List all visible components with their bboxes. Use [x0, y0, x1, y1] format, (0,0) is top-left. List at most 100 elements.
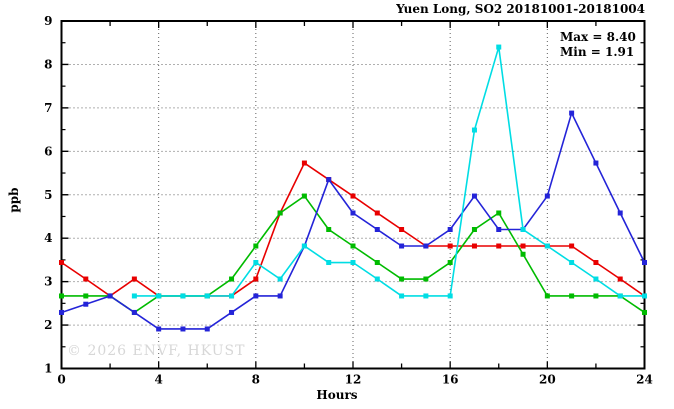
marker-day-20181003 — [423, 243, 429, 249]
marker-day-20181003 — [617, 210, 623, 216]
chart-title: Yuen Long, SO2 20181001-20181004 — [396, 2, 645, 16]
marker-day-20181002 — [326, 227, 332, 232]
marker-day-20181003 — [642, 260, 647, 266]
marker-day-20181004 — [301, 243, 307, 249]
x-tick-label: 0 — [57, 373, 65, 387]
marker-day-20181002 — [253, 243, 259, 249]
marker-day-20181004 — [496, 44, 502, 50]
marker-day-20181003 — [569, 110, 575, 116]
marker-day-20181001 — [471, 243, 477, 249]
marker-day-20181002 — [520, 251, 526, 257]
marker-day-20181001 — [593, 260, 599, 266]
y-tick-label: 2 — [44, 318, 52, 332]
marker-day-20181004 — [156, 293, 162, 299]
marker-day-20181004 — [569, 260, 575, 266]
x-axis-label: Hours — [316, 388, 358, 402]
marker-day-20181004 — [277, 276, 283, 282]
marker-day-20181002 — [471, 227, 477, 232]
marker-day-20181002 — [229, 276, 235, 282]
marker-day-20181004 — [326, 260, 332, 266]
y-tick-label: 6 — [44, 144, 52, 158]
legend-max-value: Max = 8.40 — [560, 30, 636, 44]
marker-day-20181002 — [59, 293, 64, 299]
marker-day-20181003 — [131, 309, 137, 315]
marker-day-20181004 — [204, 293, 210, 299]
marker-day-20181004 — [642, 293, 647, 299]
y-axis-label: ppb — [7, 187, 21, 213]
marker-day-20181004 — [423, 293, 429, 299]
marker-day-20181002 — [350, 243, 356, 249]
marker-day-20181001 — [301, 160, 307, 166]
marker-day-20181003 — [399, 243, 405, 249]
marker-day-20181004 — [374, 276, 380, 282]
marker-day-20181002 — [83, 293, 89, 299]
marker-day-20181003 — [156, 326, 162, 332]
marker-day-20181004 — [471, 127, 477, 133]
marker-day-20181004 — [544, 243, 550, 249]
marker-day-20181002 — [544, 293, 550, 299]
marker-day-20181004 — [447, 293, 453, 299]
x-tick-label: 24 — [636, 373, 653, 387]
marker-day-20181004 — [350, 260, 356, 266]
marker-day-20181002 — [423, 276, 429, 282]
marker-day-20181001 — [131, 276, 137, 282]
marker-day-20181003 — [496, 227, 502, 232]
marker-day-20181004 — [229, 293, 235, 299]
marker-day-20181003 — [277, 293, 283, 299]
x-tick-label: 4 — [154, 373, 162, 387]
marker-day-20181004 — [520, 227, 526, 232]
y-tick-label: 9 — [44, 14, 52, 28]
marker-day-20181002 — [642, 309, 647, 315]
marker-day-20181001 — [496, 243, 502, 249]
x-tick-label: 12 — [345, 373, 362, 387]
y-tick-label: 5 — [44, 188, 52, 202]
marker-day-20181001 — [447, 243, 453, 249]
x-tick-label: 20 — [539, 373, 556, 387]
marker-day-20181003 — [180, 326, 186, 332]
plot-border — [60, 20, 646, 370]
marker-day-20181001 — [569, 243, 575, 249]
marker-day-20181004 — [617, 293, 623, 299]
legend-min-value: Min = 1.91 — [560, 45, 635, 59]
marker-day-20181003 — [471, 193, 477, 199]
marker-day-20181003 — [59, 309, 64, 315]
marker-day-20181001 — [399, 227, 405, 232]
marker-day-20181001 — [374, 210, 380, 216]
marker-day-20181002 — [399, 276, 405, 282]
y-tick-label: 7 — [44, 101, 52, 115]
y-tick-label: 1 — [44, 362, 52, 376]
x-tick-label: 8 — [252, 373, 260, 387]
marker-day-20181003 — [326, 177, 332, 183]
series-line-day-20181004 — [134, 46, 645, 297]
marker-day-20181002 — [277, 210, 283, 216]
y-tick-label: 3 — [44, 275, 52, 289]
x-tick-label: 16 — [442, 373, 459, 387]
marker-day-20181001 — [617, 276, 623, 282]
marker-day-20181001 — [350, 193, 356, 199]
marker-day-20181001 — [83, 276, 89, 282]
marker-day-20181003 — [107, 293, 113, 299]
marker-day-20181003 — [83, 301, 89, 307]
marker-day-20181001 — [520, 243, 526, 249]
y-tick-label: 4 — [44, 231, 52, 245]
marker-day-20181001 — [253, 276, 259, 282]
marker-day-20181001 — [59, 260, 64, 266]
chart-legend: Max = 8.40 Min = 1.91 — [560, 30, 636, 60]
marker-day-20181002 — [447, 260, 453, 266]
marker-day-20181003 — [447, 227, 453, 232]
marker-day-20181004 — [593, 276, 599, 282]
marker-day-20181003 — [593, 160, 599, 166]
marker-day-20181004 — [180, 293, 186, 299]
watermark: © 2026 ENVF, HKUST — [67, 343, 246, 359]
marker-day-20181003 — [374, 227, 380, 232]
marker-day-20181002 — [569, 293, 575, 299]
marker-day-20181003 — [350, 210, 356, 216]
marker-day-20181002 — [593, 293, 599, 299]
marker-day-20181003 — [204, 326, 210, 332]
marker-day-20181002 — [496, 210, 502, 216]
marker-day-20181002 — [301, 193, 307, 199]
y-tick-label: 8 — [44, 57, 52, 71]
marker-day-20181003 — [544, 193, 550, 199]
